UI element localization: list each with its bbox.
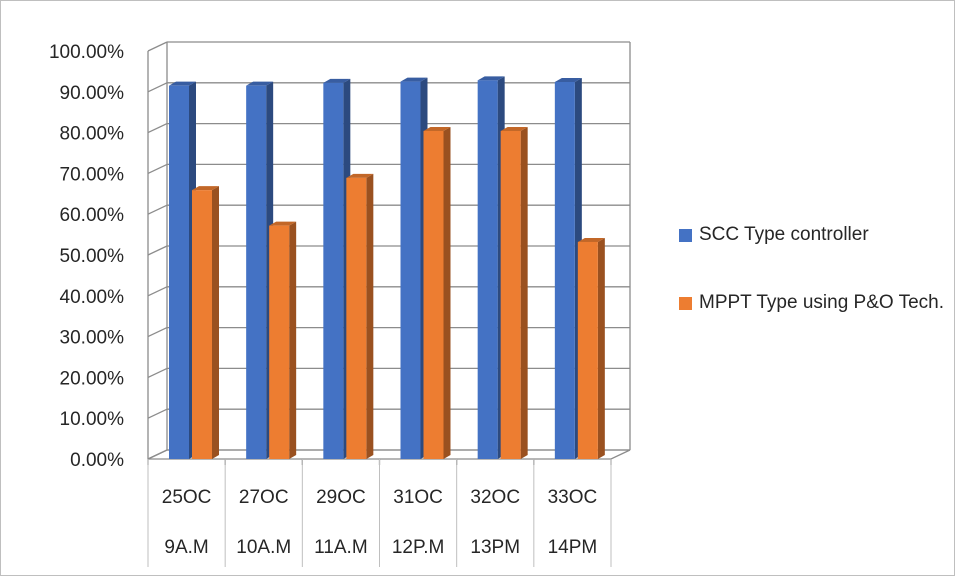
x-tick-label: 10A.M (236, 537, 291, 558)
legend: SCC Type controller MPPT Type using P&O … (679, 222, 949, 316)
y-tick-label: 20.00% (60, 368, 125, 389)
bar-top (323, 78, 351, 83)
bar-front (423, 130, 444, 459)
bar-front (346, 177, 367, 459)
x-tick-label: 9A.M (164, 537, 208, 558)
bar-top (554, 78, 582, 83)
y-tick-label: 0.00% (70, 450, 124, 471)
bar-mppt (346, 173, 374, 459)
y-tick-label: 60.00% (60, 205, 125, 226)
bar-mppt (269, 221, 297, 459)
bar-scc (323, 78, 351, 459)
gridline-side (147, 41, 168, 52)
y-tick-label: 30.00% (60, 328, 125, 349)
category-table: 25OC 9A.M 27OC 10A.M 29OC 11A.M 31OC 12P.M 32OC 1… (147, 459, 612, 567)
bar-top (400, 77, 428, 82)
y-tick-label: 90.00% (60, 83, 125, 104)
bar-mppt (423, 126, 451, 459)
bar-front (269, 225, 290, 459)
bar-side (597, 237, 605, 459)
bar-top (500, 126, 528, 131)
bar-side (520, 126, 528, 459)
gridline-side (147, 163, 168, 174)
legend-label-mppt: MPPT Type using P&O Tech. (699, 292, 945, 313)
bar-front (323, 82, 344, 459)
gridline-side (147, 327, 168, 338)
bar-scc (477, 76, 505, 459)
bar-front (500, 130, 521, 459)
bars (169, 76, 605, 460)
bar-top (192, 186, 219, 191)
bar-scc (554, 78, 582, 460)
x-tick-label: 13PM (470, 537, 520, 558)
bar-top (269, 221, 297, 226)
bar-mppt (500, 126, 528, 459)
y-tick-label: 10.00% (60, 409, 125, 430)
gridline-side (147, 286, 168, 297)
bar-side (366, 173, 374, 459)
gridline-side (147, 123, 168, 134)
x-tick-label: 29OC (316, 487, 366, 508)
y-tick-label: 70.00% (60, 164, 125, 185)
bar-front (169, 85, 189, 460)
bar-scc (246, 81, 274, 460)
bar-front (400, 81, 421, 459)
x-tick-label: 31OC (393, 487, 443, 508)
legend-item-mppt: MPPT Type using P&O Tech. (679, 290, 949, 316)
gridline-side (147, 82, 168, 93)
bar-scc (400, 77, 428, 459)
bar-front (554, 82, 575, 460)
bar-mppt (192, 186, 219, 460)
gridline-side (147, 204, 168, 215)
x-tick-label: 33OC (548, 487, 598, 508)
bar-front (577, 241, 598, 459)
bar-side (443, 126, 451, 459)
bar-front (192, 190, 212, 460)
legend-swatch-mppt (679, 297, 692, 310)
gridline-side (147, 245, 168, 256)
legend-label-scc: SCC Type controller (699, 224, 869, 245)
bar-top (346, 173, 374, 178)
y-tick-label: 40.00% (60, 287, 125, 308)
x-tick-label: 12P.M (392, 537, 444, 558)
bar-front (246, 85, 267, 460)
legend-swatch-scc (679, 229, 692, 242)
gridline-side (147, 408, 168, 419)
gridline-side (147, 367, 168, 378)
x-tick-label: 11A.M (314, 537, 368, 558)
legend-item-scc: SCC Type controller (679, 222, 949, 248)
bar-top (169, 81, 196, 86)
x-tick-label: 14PM (548, 537, 598, 558)
y-tick-label: 80.00% (60, 124, 125, 145)
bar-side (212, 186, 219, 460)
bar-top (477, 76, 505, 81)
bar-top (577, 237, 605, 242)
y-tick-labels: 0.00% 10.00% 20.00% 30.00% 40.00% 50.00% 60.00… (49, 42, 124, 471)
x-tick-label: 32OC (470, 487, 520, 508)
x-tick-label: 25OC (162, 487, 212, 508)
bar-top (423, 126, 451, 131)
bar-front (477, 80, 498, 459)
y-tick-label: 50.00% (60, 246, 125, 267)
bar-mppt (577, 237, 605, 459)
bar-top (246, 81, 274, 86)
bar-side (289, 221, 297, 459)
bar-scc (169, 81, 196, 460)
y-tick-label: 100.00% (49, 42, 124, 63)
x-tick-label: 27OC (239, 487, 289, 508)
